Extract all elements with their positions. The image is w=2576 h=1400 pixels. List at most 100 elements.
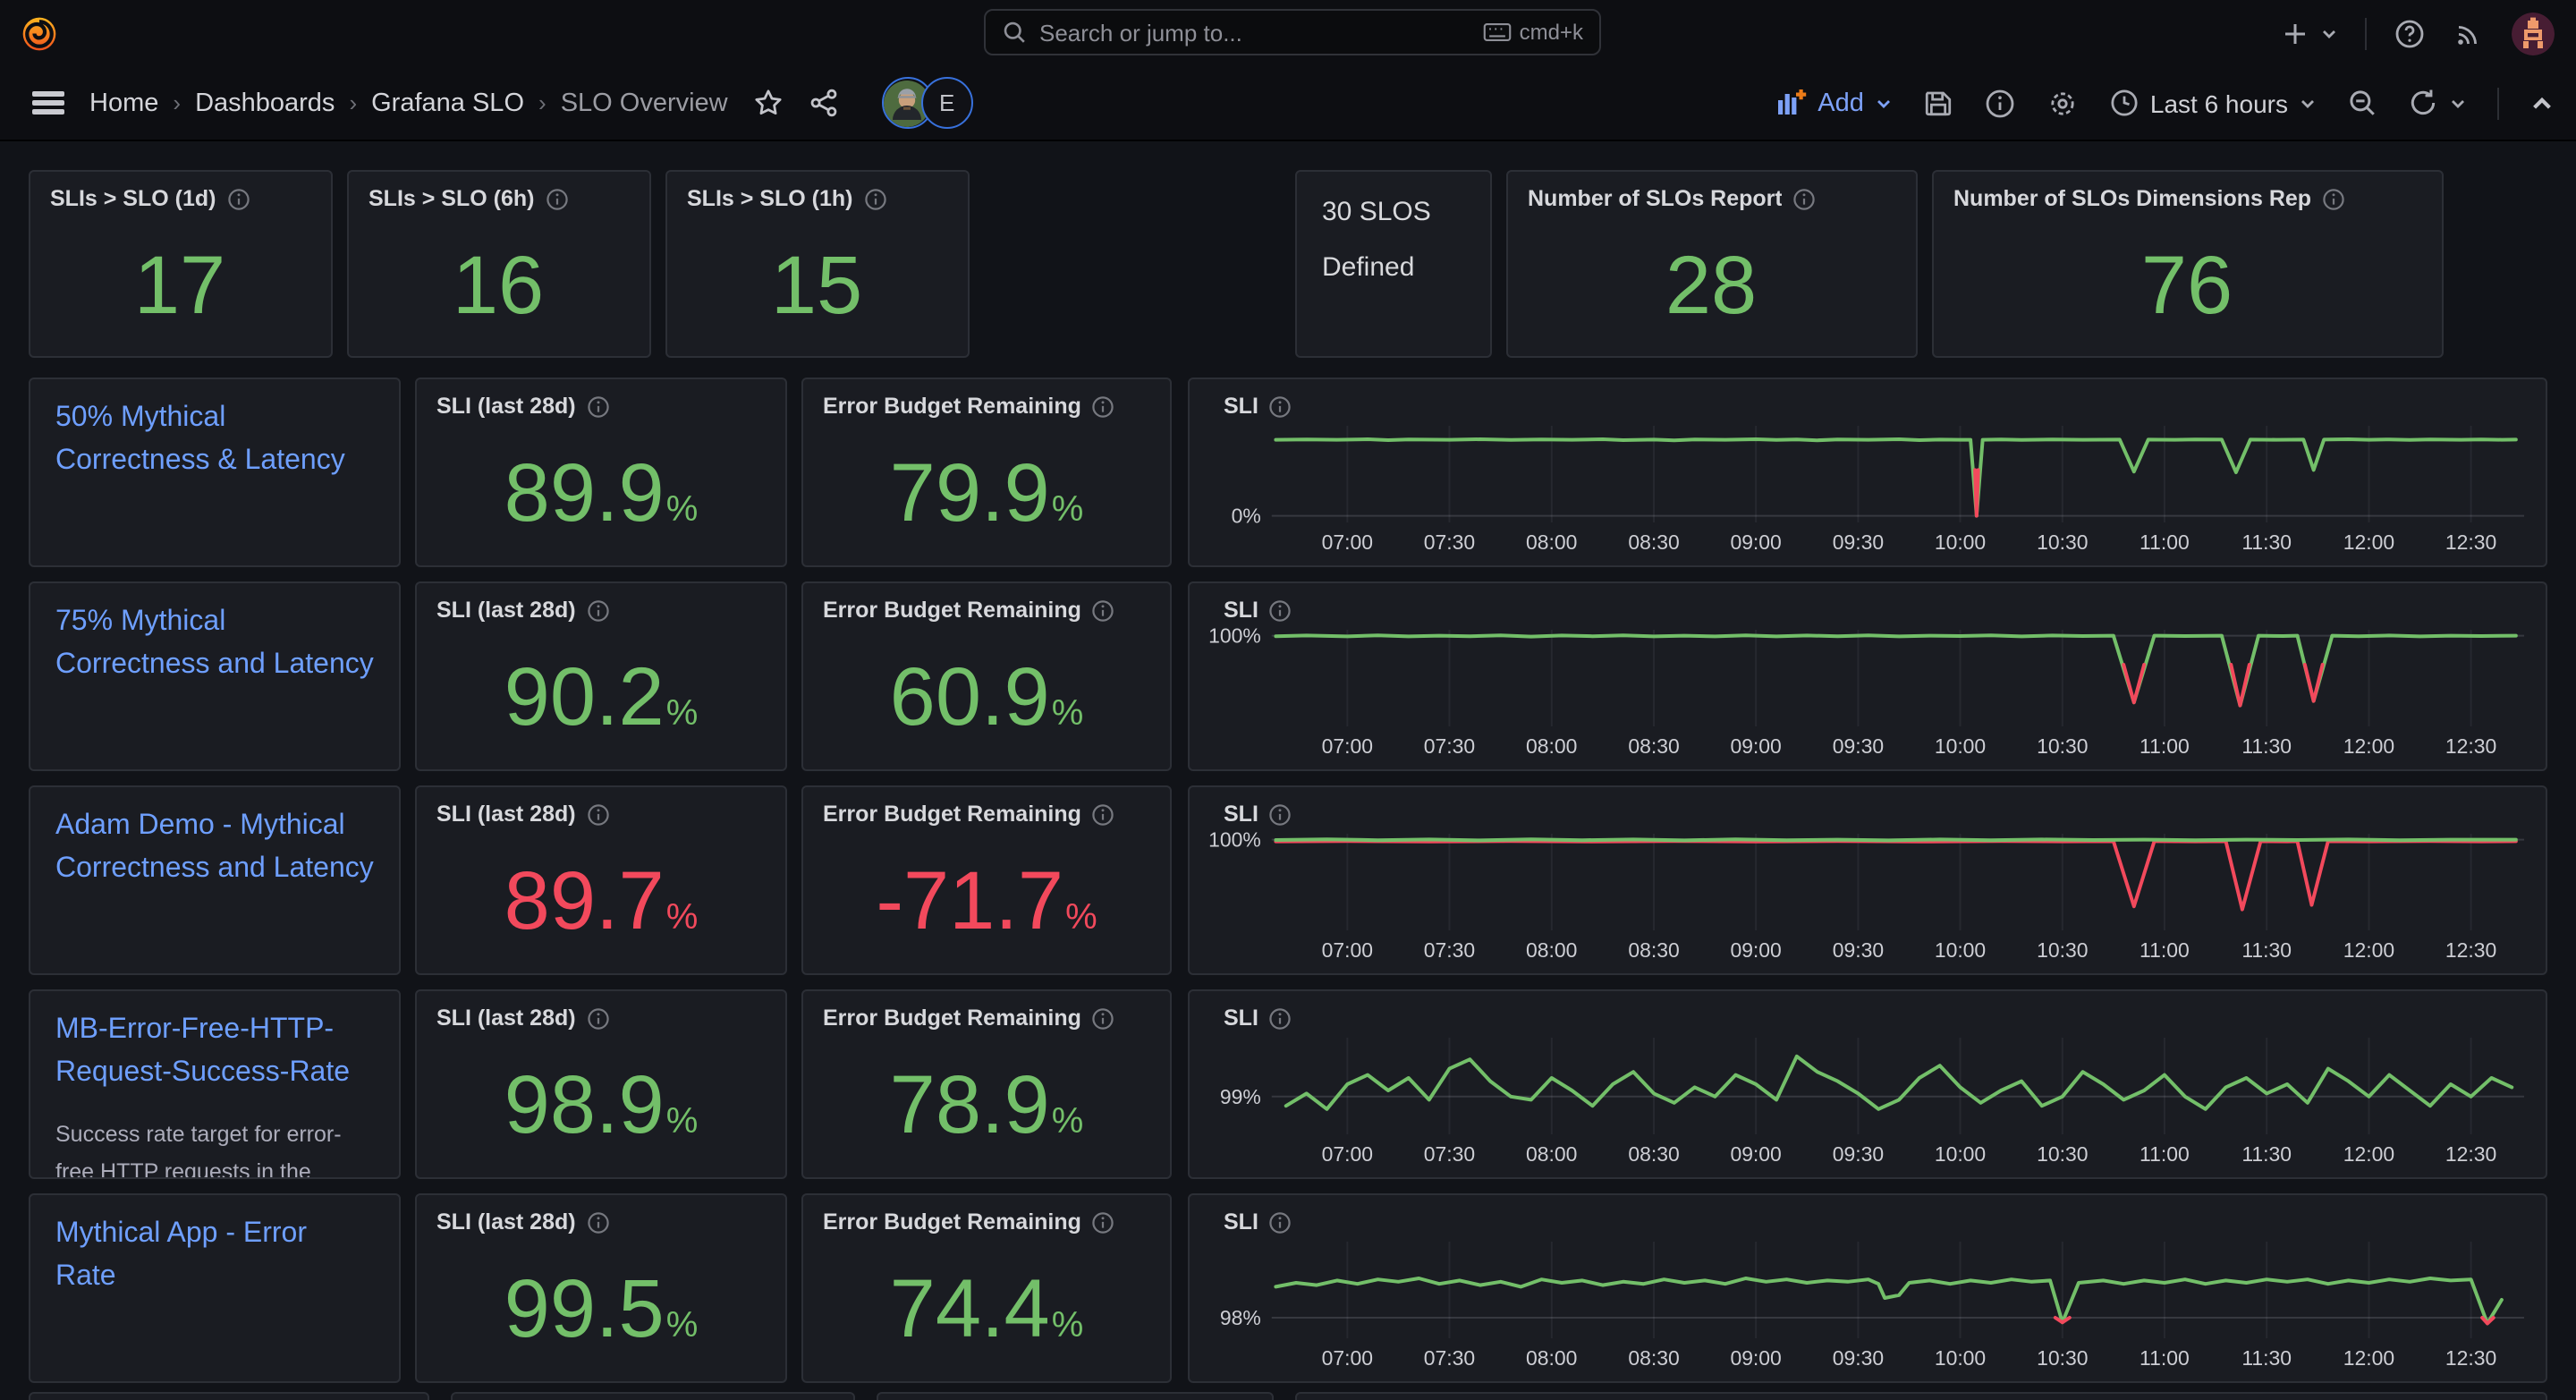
info-icon[interactable]: [1793, 187, 1817, 210]
slo-link[interactable]: 75% Mythical Correctness and Latency: [55, 607, 374, 680]
svg-text:09:30: 09:30: [1833, 1142, 1884, 1166]
refresh-button[interactable]: [2408, 88, 2467, 118]
share-icon[interactable]: [809, 88, 839, 118]
error-budget-stat-panel[interactable]: Error Budget Remaining 79.9%: [801, 378, 1172, 567]
svg-text:07:30: 07:30: [1424, 938, 1475, 962]
info-icon[interactable]: [587, 1006, 610, 1030]
svg-text:10:00: 10:00: [1935, 1346, 1986, 1370]
svg-text:10:30: 10:30: [2037, 1346, 2088, 1370]
info-icon[interactable]: [863, 187, 886, 210]
panel-title-text: SLI: [1224, 598, 1258, 623]
svg-text:12:00: 12:00: [2343, 734, 2394, 758]
svg-text:08:30: 08:30: [1628, 938, 1679, 962]
partial-panel: [1295, 1392, 2547, 1400]
sli-timeseries-chart[interactable]: 07:00 07:30 08:00 08:30 09:00 09:30 10:00 10:30…: [1204, 823, 2531, 966]
panel-title: SLI (last 28d): [417, 991, 785, 1031]
sli-chart-panel[interactable]: SLI 07:00 07:30 08:00 08:30 09:00 09:30 10:00 1…: [1188, 378, 2547, 567]
collapse-toolbar-icon[interactable]: [2529, 90, 2555, 115]
breadcrumb-item[interactable]: Grafana SLO: [371, 89, 524, 117]
info-icon[interactable]: [587, 802, 610, 826]
news-icon[interactable]: [2453, 17, 2485, 49]
info-icon[interactable]: [1269, 395, 1292, 418]
error-budget-stat-panel[interactable]: Error Budget Remaining 74.4%: [801, 1193, 1172, 1383]
sli-timeseries-chart[interactable]: 07:00 07:30 08:00 08:30 09:00 09:30 10:00 10:30…: [1204, 619, 2531, 762]
sli-stat-panel[interactable]: SLI (last 28d) 90.2%: [415, 581, 787, 771]
info-icon[interactable]: [2322, 187, 2345, 210]
help-icon[interactable]: [2394, 17, 2426, 49]
error-budget-stat-panel[interactable]: Error Budget Remaining 78.9%: [801, 989, 1172, 1179]
dashboard-insights-icon[interactable]: [1984, 87, 2016, 119]
svg-text:10:00: 10:00: [1935, 1142, 1986, 1166]
sli-stat-panel[interactable]: SLI (last 28d) 89.7%: [415, 785, 787, 975]
sli-chart-panel[interactable]: SLI 07:00 07:30 08:00 08:30 09:00 09:30 10:00 1…: [1188, 1193, 2547, 1383]
info-icon[interactable]: [587, 598, 610, 622]
slo-link[interactable]: Adam Demo - Mythical Correctness and Lat…: [55, 810, 374, 884]
sli-chart-panel[interactable]: SLI 07:00 07:30 08:00 08:30 09:00 09:30 10:00 1…: [1188, 989, 2547, 1179]
sli-value: 89.7%: [504, 853, 699, 946]
svg-text:07:30: 07:30: [1424, 734, 1475, 758]
stat-panel[interactable]: SLIs > SLO (6h) 16: [347, 170, 651, 358]
breadcrumb-separator: ›: [173, 89, 182, 116]
breadcrumb-item[interactable]: SLO Overview: [560, 89, 728, 117]
slo-link[interactable]: Mythical App - Error Rate: [55, 1218, 307, 1292]
slo-link[interactable]: MB-Error-Free-HTTP-Request-Success-Rate: [55, 1014, 351, 1088]
info-icon[interactable]: [226, 187, 250, 210]
sli-stat-panel[interactable]: SLI (last 28d) 89.9%: [415, 378, 787, 567]
time-range-picker[interactable]: Last 6 hours: [2109, 88, 2317, 118]
search-input[interactable]: Search or jump to... cmd+k: [984, 9, 1601, 55]
info-icon[interactable]: [1269, 1210, 1292, 1234]
stat-panel[interactable]: SLIs > SLO (1h) 15: [665, 170, 970, 358]
svg-text:12:30: 12:30: [2445, 1346, 2496, 1370]
info-icon[interactable]: [587, 1210, 610, 1234]
info-icon[interactable]: [1092, 598, 1115, 622]
star-icon[interactable]: [753, 88, 784, 118]
sli-timeseries-chart[interactable]: 07:00 07:30 08:00 08:30 09:00 09:30 10:00 10:30…: [1204, 1027, 2531, 1170]
breadcrumb-item[interactable]: Dashboards: [195, 89, 335, 117]
collaborator-avatar-initial[interactable]: E: [920, 77, 973, 129]
breadcrumb-item[interactable]: Home: [89, 89, 159, 117]
svg-text:11:00: 11:00: [2140, 530, 2190, 554]
info-icon[interactable]: [1092, 395, 1115, 418]
info-icon[interactable]: [1092, 1006, 1115, 1030]
new-button[interactable]: [2281, 19, 2338, 47]
slo-link[interactable]: 50% Mythical Correctness & Latency: [55, 403, 345, 476]
info-icon[interactable]: [1269, 1006, 1292, 1030]
stat-value: 28: [1665, 237, 1758, 330]
stat-panel[interactable]: Number of SLOs Report 28: [1506, 170, 1918, 358]
stat-panel[interactable]: Number of SLOs Dimensions Rep 76: [1932, 170, 2444, 358]
sli-timeseries-chart[interactable]: 07:00 07:30 08:00 08:30 09:00 09:30 10:00 10:30…: [1204, 1231, 2531, 1374]
panel-title-text: SLI: [1224, 1209, 1258, 1235]
breadcrumb-separator: ›: [349, 89, 358, 116]
sli-stat-panel[interactable]: SLI (last 28d) 99.5%: [415, 1193, 787, 1383]
user-avatar[interactable]: [2512, 12, 2555, 55]
sli-timeseries-chart[interactable]: 07:00 07:30 08:00 08:30 09:00 09:30 10:00 10:30…: [1204, 415, 2531, 558]
dashboard-settings-icon[interactable]: [2046, 87, 2079, 119]
error-budget-stat-panel[interactable]: Error Budget Remaining -71.7%: [801, 785, 1172, 975]
svg-text:0%: 0%: [1232, 505, 1261, 528]
error-budget-stat-panel[interactable]: Error Budget Remaining 60.9%: [801, 581, 1172, 771]
panel-title: Error Budget Remaining: [803, 1195, 1170, 1235]
menu-icon[interactable]: [32, 91, 64, 115]
info-icon[interactable]: [1269, 598, 1292, 622]
sli-value: 89.9%: [504, 445, 699, 539]
info-icon[interactable]: [545, 187, 568, 210]
info-icon[interactable]: [1092, 802, 1115, 826]
panel-title-text: SLI (last 28d): [436, 1209, 576, 1235]
sli-chart-panel[interactable]: SLI 07:00 07:30 08:00 08:30 09:00 09:30 10:00 1…: [1188, 785, 2547, 975]
svg-text:07:30: 07:30: [1424, 1142, 1475, 1166]
svg-text:12:30: 12:30: [2445, 530, 2496, 554]
info-icon[interactable]: [1269, 802, 1292, 826]
svg-text:09:30: 09:30: [1833, 734, 1884, 758]
add-button[interactable]: Add: [1776, 88, 1893, 118]
panel-title: SLIs > SLO (1h): [667, 172, 968, 211]
zoom-out-icon[interactable]: [2347, 88, 2377, 118]
save-dashboard-icon[interactable]: [1923, 88, 1953, 118]
info-icon[interactable]: [587, 395, 610, 418]
stat-panel[interactable]: SLIs > SLO (1d) 17: [29, 170, 333, 358]
sli-chart-panel[interactable]: SLI 07:00 07:30 08:00 08:30 09:00 09:30 10:00 1…: [1188, 581, 2547, 771]
sli-stat-panel[interactable]: SLI (last 28d) 98.9%: [415, 989, 787, 1179]
panel-title-text: SLI (last 28d): [436, 394, 576, 419]
grafana-logo-icon[interactable]: [20, 13, 59, 53]
panel-title-text: SLIs > SLO (6h): [369, 186, 535, 211]
info-icon[interactable]: [1092, 1210, 1115, 1234]
